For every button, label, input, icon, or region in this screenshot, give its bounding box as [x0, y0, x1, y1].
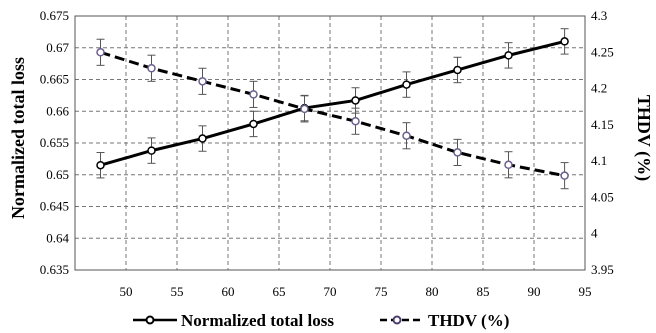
data-point-thdv [198, 77, 207, 86]
right-tick-label: 4.05 [591, 189, 614, 204]
legend-marker-thdv [392, 315, 402, 325]
data-point-thdv [96, 48, 105, 57]
left-tick-label: 0.665 [40, 72, 69, 87]
x-tick-label: 70 [324, 284, 337, 299]
legend-marker-normalized-total-loss [145, 315, 155, 325]
right-axis-ticks: 3.95 4 4.05 4.1 4.15 4.2 4.25 4.3 [591, 8, 614, 277]
x-tick-label: 95 [579, 284, 592, 299]
x-tick-label: 50 [120, 284, 133, 299]
series-line-normalized-total-loss [100, 39, 565, 167]
right-tick-label: 4.3 [591, 8, 607, 23]
right-tick-label: 4.15 [591, 117, 614, 132]
series-normalized-total-loss [96, 28, 569, 179]
right-tick-label: 4.25 [591, 44, 614, 59]
data-point-normalized-total-loss [402, 80, 411, 89]
series-thdv [96, 38, 569, 190]
data-point-normalized-total-loss [249, 119, 258, 129]
x-tick-label: 80 [426, 284, 439, 299]
x-tick-label: 55 [171, 284, 184, 299]
data-point-thdv [504, 160, 513, 170]
right-tick-label: 4 [591, 226, 598, 241]
left-tick-label: 0.675 [40, 8, 69, 23]
data-point-normalized-total-loss [351, 96, 360, 105]
x-tick-label: 90 [528, 284, 541, 299]
x-tick-label: 65 [273, 284, 286, 299]
right-tick-label: 4.1 [591, 153, 607, 168]
data-point-thdv [402, 131, 411, 140]
left-tick-label: 0.64 [46, 230, 69, 245]
right-tick-label: 3.95 [591, 262, 614, 277]
left-tick-label: 0.67 [46, 40, 69, 55]
data-point-thdv [147, 64, 156, 73]
legend-label-normalized-total-loss: Normalized total loss [181, 311, 334, 330]
series-layer [96, 28, 569, 190]
data-point-normalized-total-loss [198, 134, 207, 143]
right-axis-title: THDV (%) [633, 95, 654, 181]
left-tick-label: 0.655 [40, 135, 69, 150]
plot-area-frame [74, 15, 586, 271]
data-point-thdv [453, 148, 462, 157]
right-tick-label: 4.2 [591, 81, 607, 96]
data-point-thdv [351, 116, 360, 126]
x-tick-label: 60 [222, 284, 235, 299]
legend-label-thdv: THDV (%) [428, 311, 509, 330]
series-line-thdv [100, 50, 565, 178]
data-point-normalized-total-loss [504, 51, 513, 60]
left-tick-label: 0.66 [46, 103, 69, 118]
data-point-thdv [249, 90, 258, 99]
x-axis-ticks: 50 55 60 65 70 75 80 85 90 95 [120, 284, 592, 299]
data-point-thdv [560, 171, 569, 180]
left-axis-title: Normalized total loss [8, 57, 28, 219]
left-tick-label: 0.65 [46, 167, 69, 182]
left-tick-label: 0.645 [40, 199, 69, 214]
data-point-normalized-total-loss [453, 65, 462, 75]
data-point-thdv [300, 104, 309, 114]
legend: Normalized total loss THDV (%) [133, 311, 509, 330]
x-tick-label: 85 [477, 284, 490, 299]
data-point-normalized-total-loss [147, 146, 156, 155]
left-tick-label: 0.635 [40, 262, 69, 277]
x-tick-label: 75 [375, 284, 388, 299]
left-axis-ticks: 0.635 0.64 0.645 0.65 0.655 0.66 0.665 0.67 0.67… [40, 8, 70, 277]
data-point-normalized-total-loss [560, 37, 569, 46]
data-point-normalized-total-loss [96, 160, 105, 170]
